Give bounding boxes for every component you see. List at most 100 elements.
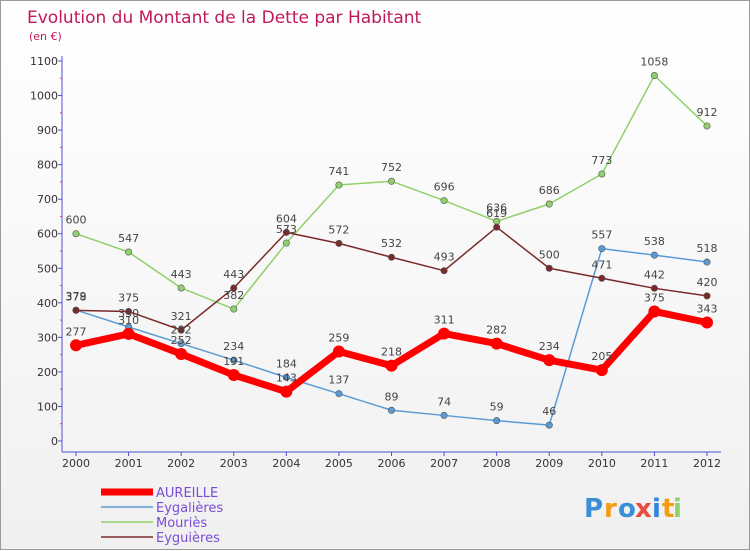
data-point (387, 253, 395, 261)
data-point (72, 306, 80, 314)
data-point (335, 239, 343, 247)
y-tick-label: 200 (37, 366, 58, 379)
data-label: 557 (591, 229, 612, 242)
chart-title: Evolution du Montant de la Dette par Hab… (27, 8, 422, 28)
data-point (280, 385, 293, 398)
logo-letter: i (652, 494, 661, 524)
logo-letter: i (673, 494, 682, 524)
data-point (230, 356, 238, 364)
data-label: 619 (486, 207, 507, 220)
data-point (545, 264, 553, 272)
x-tick-label: 2007 (430, 457, 458, 470)
data-label: 443 (171, 268, 192, 281)
data-point (703, 292, 711, 300)
data-label: 321 (171, 310, 192, 323)
data-label: 518 (697, 242, 718, 255)
data-label: 137 (328, 374, 349, 387)
data-point (230, 284, 238, 292)
data-point (648, 305, 661, 318)
data-label: 89 (385, 390, 399, 403)
data-point (595, 364, 608, 377)
data-label: 773 (591, 154, 612, 167)
x-tick-label: 2010 (588, 457, 616, 470)
data-point (438, 327, 451, 340)
data-point (70, 339, 82, 352)
data-point (282, 373, 290, 381)
data-label: 205 (591, 350, 612, 363)
data-point (440, 411, 448, 419)
data-label: 752 (381, 161, 402, 174)
data-label: 600 (66, 214, 87, 227)
data-label: 636 (486, 201, 507, 214)
x-tick-label: 2004 (272, 457, 300, 470)
data-point (125, 248, 133, 256)
data-label: 547 (118, 232, 139, 245)
data-label: 259 (328, 332, 349, 345)
data-point (122, 327, 135, 340)
x-tick-label: 2009 (535, 457, 563, 470)
series-mouries (72, 72, 711, 313)
data-point (440, 267, 448, 275)
series-eyguieres (72, 223, 711, 334)
y-tick-label: 400 (37, 297, 58, 310)
data-point (387, 406, 395, 414)
x-tick-label: 2000 (62, 457, 90, 470)
y-tick-label: 900 (37, 124, 58, 137)
data-point (125, 307, 133, 315)
x-tick-label: 2002 (167, 457, 195, 470)
logo-letter: P (584, 494, 603, 524)
data-point (598, 245, 606, 253)
data-point (701, 316, 713, 329)
y-tick-label: 1000 (30, 90, 58, 103)
data-label: 420 (697, 276, 718, 289)
data-point (598, 274, 606, 282)
data-label: 375 (644, 291, 665, 304)
data-label: 234 (539, 340, 560, 353)
data-point (703, 122, 711, 130)
data-point (177, 340, 185, 348)
data-label: 379 (66, 290, 87, 303)
data-point (282, 239, 290, 247)
x-tick-label: 2001 (115, 457, 143, 470)
data-label: 330 (118, 307, 139, 320)
logo-letter: t (662, 494, 674, 524)
data-point (177, 284, 185, 292)
x-tick-label: 2006 (378, 457, 406, 470)
data-label: 343 (697, 303, 718, 316)
data-point (387, 177, 395, 185)
series-aureille (70, 305, 713, 398)
data-label: 1058 (640, 56, 668, 69)
data-point (440, 197, 448, 205)
data-point (650, 284, 658, 292)
x-tick-label: 2005 (325, 457, 353, 470)
data-label: 282 (486, 324, 507, 337)
data-labels-layer: 379 330 282 234 184 137 89 74 59 46 557 538 518 600 54… (66, 56, 718, 419)
data-point (650, 251, 658, 259)
data-label: 191 (223, 355, 244, 368)
data-label: 234 (223, 340, 244, 353)
data-point (177, 326, 185, 334)
y-tick-label: 1100 (30, 55, 58, 68)
data-point (335, 181, 343, 189)
data-label: 282 (171, 324, 192, 337)
data-label: 532 (381, 237, 402, 250)
legend-label: AUREILLE (156, 486, 218, 501)
y-tick-label: 500 (37, 262, 58, 275)
data-label: 912 (697, 106, 718, 119)
data-label: 442 (644, 268, 665, 281)
y-tick-label: 800 (37, 159, 58, 172)
data-point (545, 200, 553, 208)
logo-letter: r (604, 494, 617, 524)
data-point (227, 369, 240, 382)
legend-label: Eyguières (156, 531, 220, 546)
data-point (650, 72, 658, 80)
logo-letter: o (618, 494, 636, 524)
y-tick-label: 600 (37, 228, 58, 241)
y-tick-label: 300 (37, 331, 58, 344)
data-label: 538 (644, 235, 665, 248)
series-layer (70, 72, 713, 429)
data-label: 143 (276, 372, 297, 385)
